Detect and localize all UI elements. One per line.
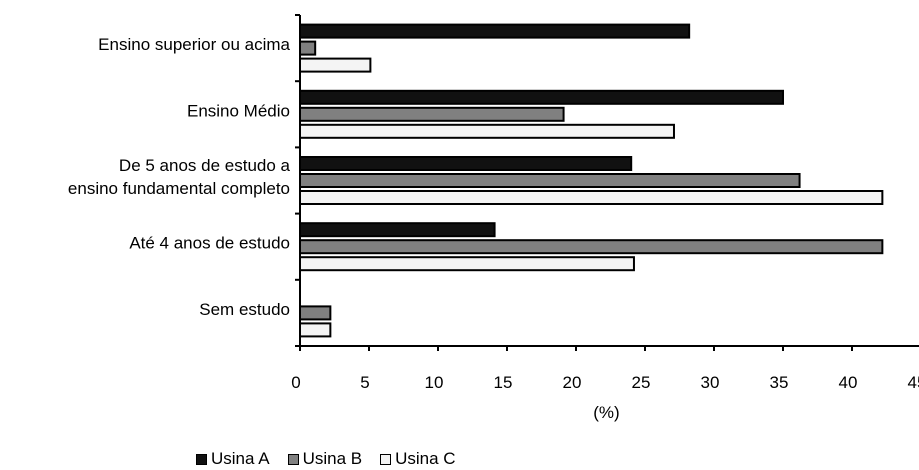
category-labels: Ensino superior ou acima Ensino Médio De 5… xyxy=(68,35,291,319)
x-tick-label: 15 xyxy=(494,373,513,392)
category-label: De 5 anos de estudo a xyxy=(119,156,291,175)
legend-item: Usina C xyxy=(380,449,455,469)
legend-swatch xyxy=(196,454,207,465)
bar-usina-b xyxy=(300,306,330,319)
bar-usina-b xyxy=(300,108,564,121)
bar-usina-a xyxy=(300,91,783,104)
bar-usina-a xyxy=(300,223,495,236)
bar-usina-c xyxy=(300,191,882,204)
x-tick-label: 5 xyxy=(360,373,369,392)
x-tick-label: 40 xyxy=(839,373,858,392)
x-tick-label: 20 xyxy=(563,373,582,392)
category-label: ensino fundamental completo xyxy=(68,179,290,198)
x-axis-label: (%) xyxy=(593,403,619,422)
x-tick-label: 0 xyxy=(291,373,300,392)
legend: Usina A Usina B Usina C xyxy=(196,448,474,470)
legend-item: Usina A xyxy=(196,449,270,469)
category-label: Até 4 anos de estudo xyxy=(129,234,290,253)
bar-usina-b xyxy=(300,240,882,253)
bar-usina-a xyxy=(300,157,631,170)
bar-usina-b xyxy=(300,174,800,187)
x-tick-label: 35 xyxy=(770,373,789,392)
bar-usina-c xyxy=(300,125,674,138)
category-label: Ensino superior ou acima xyxy=(98,35,290,54)
category-label: Sem estudo xyxy=(199,300,290,319)
category-label: Ensino Médio xyxy=(187,101,290,120)
legend-swatch xyxy=(380,454,391,465)
legend-label: Usina A xyxy=(211,449,270,469)
x-tick-label: 30 xyxy=(701,373,720,392)
bar-usina-a xyxy=(300,25,689,38)
x-tick-label: 10 xyxy=(425,373,444,392)
legend-label: Usina B xyxy=(303,449,363,469)
legend-item: Usina B xyxy=(288,449,363,469)
bar-usina-b xyxy=(300,42,315,55)
bar-usina-c xyxy=(300,59,370,72)
x-tick-label: 25 xyxy=(632,373,651,392)
bar-usina-c xyxy=(300,257,634,270)
bar-usina-c xyxy=(300,323,330,336)
bars-layer xyxy=(300,25,882,337)
x-ticks: 0 5 10 15 20 25 30 35 40 45 xyxy=(291,346,919,392)
legend-swatch xyxy=(288,454,299,465)
x-tick-label: 45 xyxy=(908,373,919,392)
legend-label: Usina C xyxy=(395,449,455,469)
